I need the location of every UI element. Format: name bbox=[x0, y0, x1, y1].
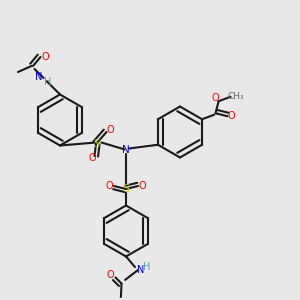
Text: O: O bbox=[88, 153, 96, 164]
Text: O: O bbox=[106, 181, 114, 191]
Text: N: N bbox=[137, 265, 144, 275]
Text: O: O bbox=[106, 124, 114, 135]
Text: O: O bbox=[211, 93, 219, 103]
Text: O: O bbox=[41, 52, 49, 62]
Text: CH₃: CH₃ bbox=[228, 92, 244, 101]
Text: H: H bbox=[44, 76, 52, 87]
Text: N: N bbox=[122, 145, 130, 155]
Text: O: O bbox=[106, 269, 114, 280]
Text: H: H bbox=[143, 262, 150, 272]
Text: O: O bbox=[227, 111, 235, 121]
Text: S: S bbox=[93, 139, 99, 149]
Text: S: S bbox=[123, 184, 129, 194]
Text: O: O bbox=[138, 181, 146, 191]
Text: N: N bbox=[35, 72, 43, 82]
